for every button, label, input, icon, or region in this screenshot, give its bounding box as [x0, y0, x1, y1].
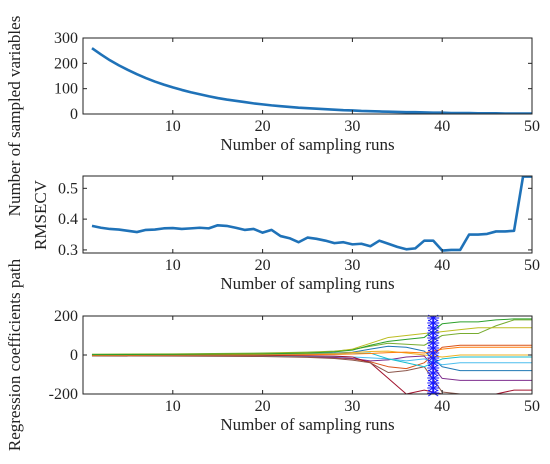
series-line-4: [91, 354, 532, 381]
x-tick-label: 10: [165, 257, 181, 274]
series-line-9: [91, 327, 532, 355]
x-tick-label: 50: [524, 398, 540, 415]
x-tick-label: 30: [344, 118, 360, 135]
series-line-1: [91, 345, 532, 372]
y-tick-label: 0.3: [58, 242, 78, 259]
x-tick-label: 20: [255, 398, 271, 415]
y-tick-label: -200: [49, 386, 78, 403]
x-tick-label: 40: [434, 398, 450, 415]
x-tick-label: 40: [434, 257, 450, 274]
x-tick-label: 50: [524, 257, 540, 274]
subplot-1: 10 20 30 40 50 0 100 200 300 Number of sampling r…: [5, 16, 540, 217]
x-axis-label: Number of sampling runs: [220, 135, 394, 154]
y-tick-label: 0: [70, 106, 78, 123]
series-line-1: [91, 176, 532, 252]
x-axis-label: Number of sampling runs: [220, 274, 394, 293]
axes-box: [82, 37, 533, 115]
y-axis-label: RMSECV: [31, 179, 50, 250]
y-tick-label: 100: [54, 81, 78, 98]
x-tick-label: 10: [165, 398, 181, 415]
series-line-11: [91, 346, 532, 356]
series-line-5: [91, 319, 532, 355]
x-tick-label: 20: [255, 118, 271, 135]
axes-box: [82, 175, 533, 254]
y-tick-label: 0.5: [58, 180, 78, 197]
series-group: [91, 47, 532, 114]
x-tick-label: 50: [524, 118, 540, 135]
x-tick-label: 40: [434, 118, 450, 135]
y-tick-label: 200: [54, 55, 78, 72]
y-tick-label: 300: [54, 30, 78, 47]
x-tick-label: 20: [255, 257, 271, 274]
subplot-2: 10 20 30 40 50 0.3 0.4 0.5 Number of sampling ru…: [31, 175, 540, 293]
optimal-run-marker: [427, 314, 440, 397]
series-line-8: [91, 355, 532, 394]
series-line-12: [91, 318, 532, 356]
series-line-7: [91, 354, 532, 394]
series-group: [91, 318, 532, 394]
y-tick-label: 0: [70, 347, 78, 364]
x-tick-label: 30: [344, 257, 360, 274]
y-axis-label: Regression coefficients path: [5, 258, 24, 451]
x-axis-label: Number of sampling runs: [220, 415, 394, 434]
y-axis-label: Number of sampled variables: [5, 16, 24, 217]
series-line-1: [91, 47, 532, 114]
x-tick-label: 30: [344, 398, 360, 415]
y-tick-label: 0.4: [58, 211, 78, 228]
series-group: [91, 176, 532, 252]
subplot-3: 10 20 30 40 50 -200 0 200 Number of sampling run…: [5, 258, 540, 451]
x-tick-label: 10: [165, 118, 181, 135]
y-tick-label: 200: [54, 308, 78, 325]
